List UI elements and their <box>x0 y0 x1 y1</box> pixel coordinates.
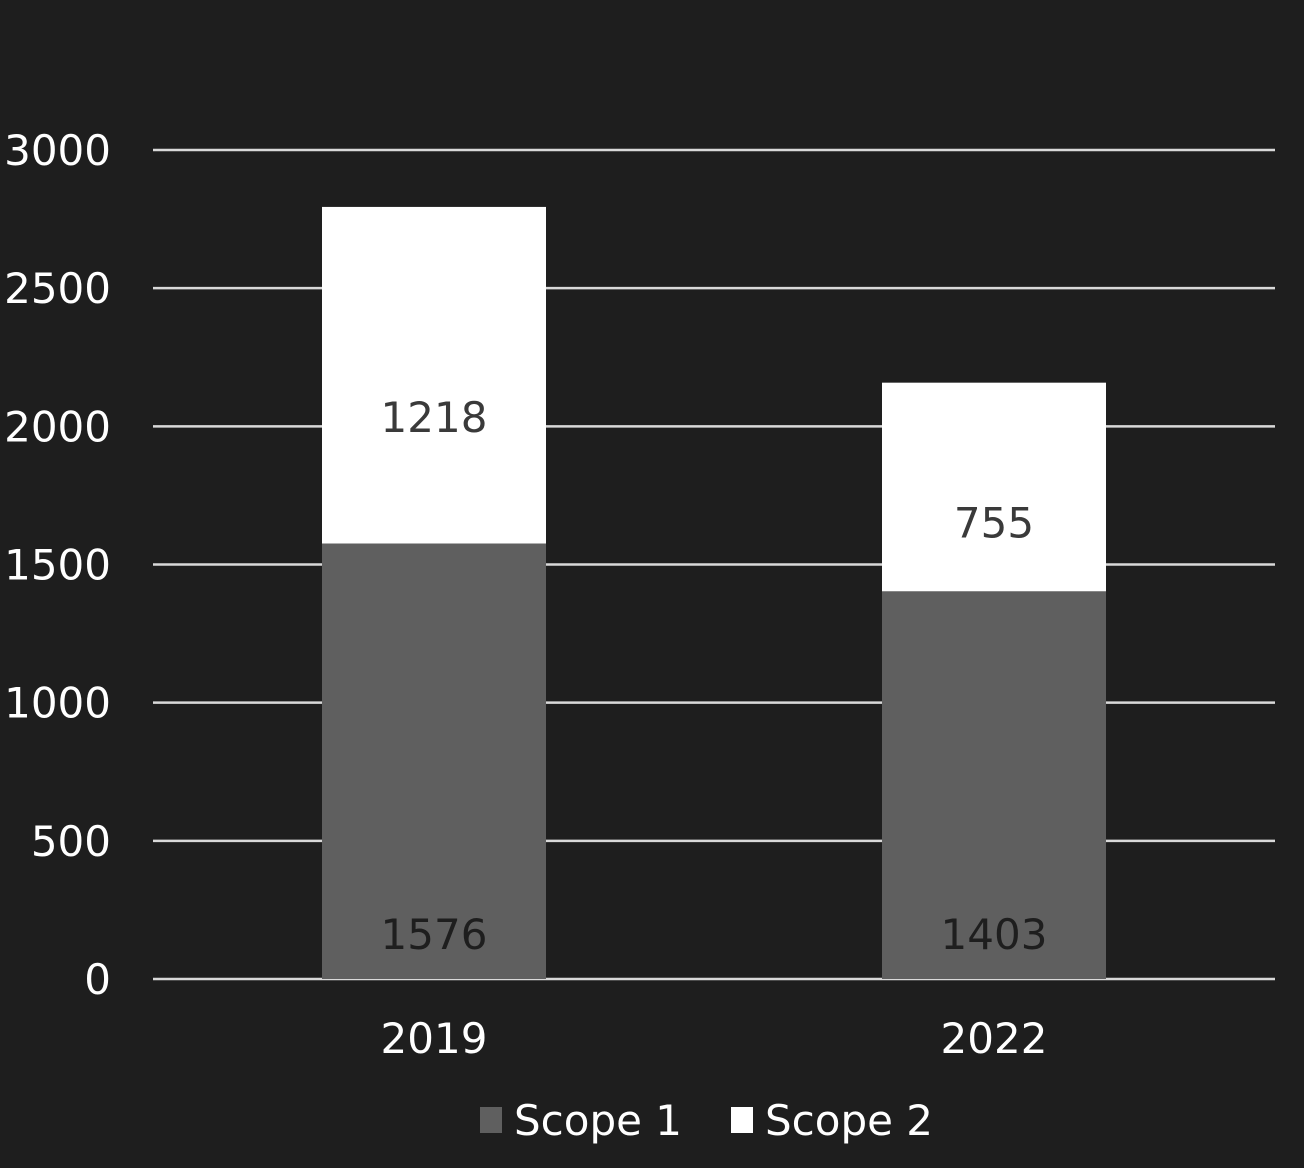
x-tick-label-2022: 2022 <box>941 1014 1048 1063</box>
y-tick-label: 500 <box>31 817 111 866</box>
bars <box>322 206 1106 979</box>
y-tick-label: 1000 <box>4 679 111 728</box>
legend-swatch-scope-2 <box>731 1107 753 1133</box>
legend-label-scope-2: Scope 2 <box>765 1096 933 1145</box>
bar-scope-2-2022 <box>882 382 1106 592</box>
legend-swatch-scope-1 <box>480 1107 502 1133</box>
data-label-scope-2-2019: 1218 <box>381 393 488 442</box>
y-tick-label: 2500 <box>4 264 111 313</box>
data-label-scope-2-2022: 755 <box>954 498 1034 547</box>
y-tick-label: 3000 <box>4 126 111 175</box>
data-label-scope-1-2022: 1403 <box>941 910 1048 959</box>
y-tick-label: 2000 <box>4 402 111 451</box>
y-tick-label: 1500 <box>4 541 111 590</box>
legend: Scope 1 Scope 2 <box>480 1096 933 1145</box>
bar-scope-1-2019 <box>322 543 546 979</box>
x-axis-tick-labels: 2019 2022 <box>381 1014 1048 1063</box>
legend-label-scope-1: Scope 1 <box>514 1096 682 1145</box>
y-tick-label: 0 <box>84 955 111 1004</box>
data-labels: 1576 1218 1403 755 <box>381 393 1048 959</box>
gridlines <box>153 148 1275 981</box>
bar-scope-1-2022 <box>882 591 1106 979</box>
bar-scope-2-2019 <box>322 206 546 544</box>
y-axis-tick-labels: 0 500 1000 1500 2000 2500 3000 <box>4 126 111 1004</box>
data-label-scope-1-2019: 1576 <box>381 910 488 959</box>
x-tick-label-2019: 2019 <box>381 1014 488 1063</box>
